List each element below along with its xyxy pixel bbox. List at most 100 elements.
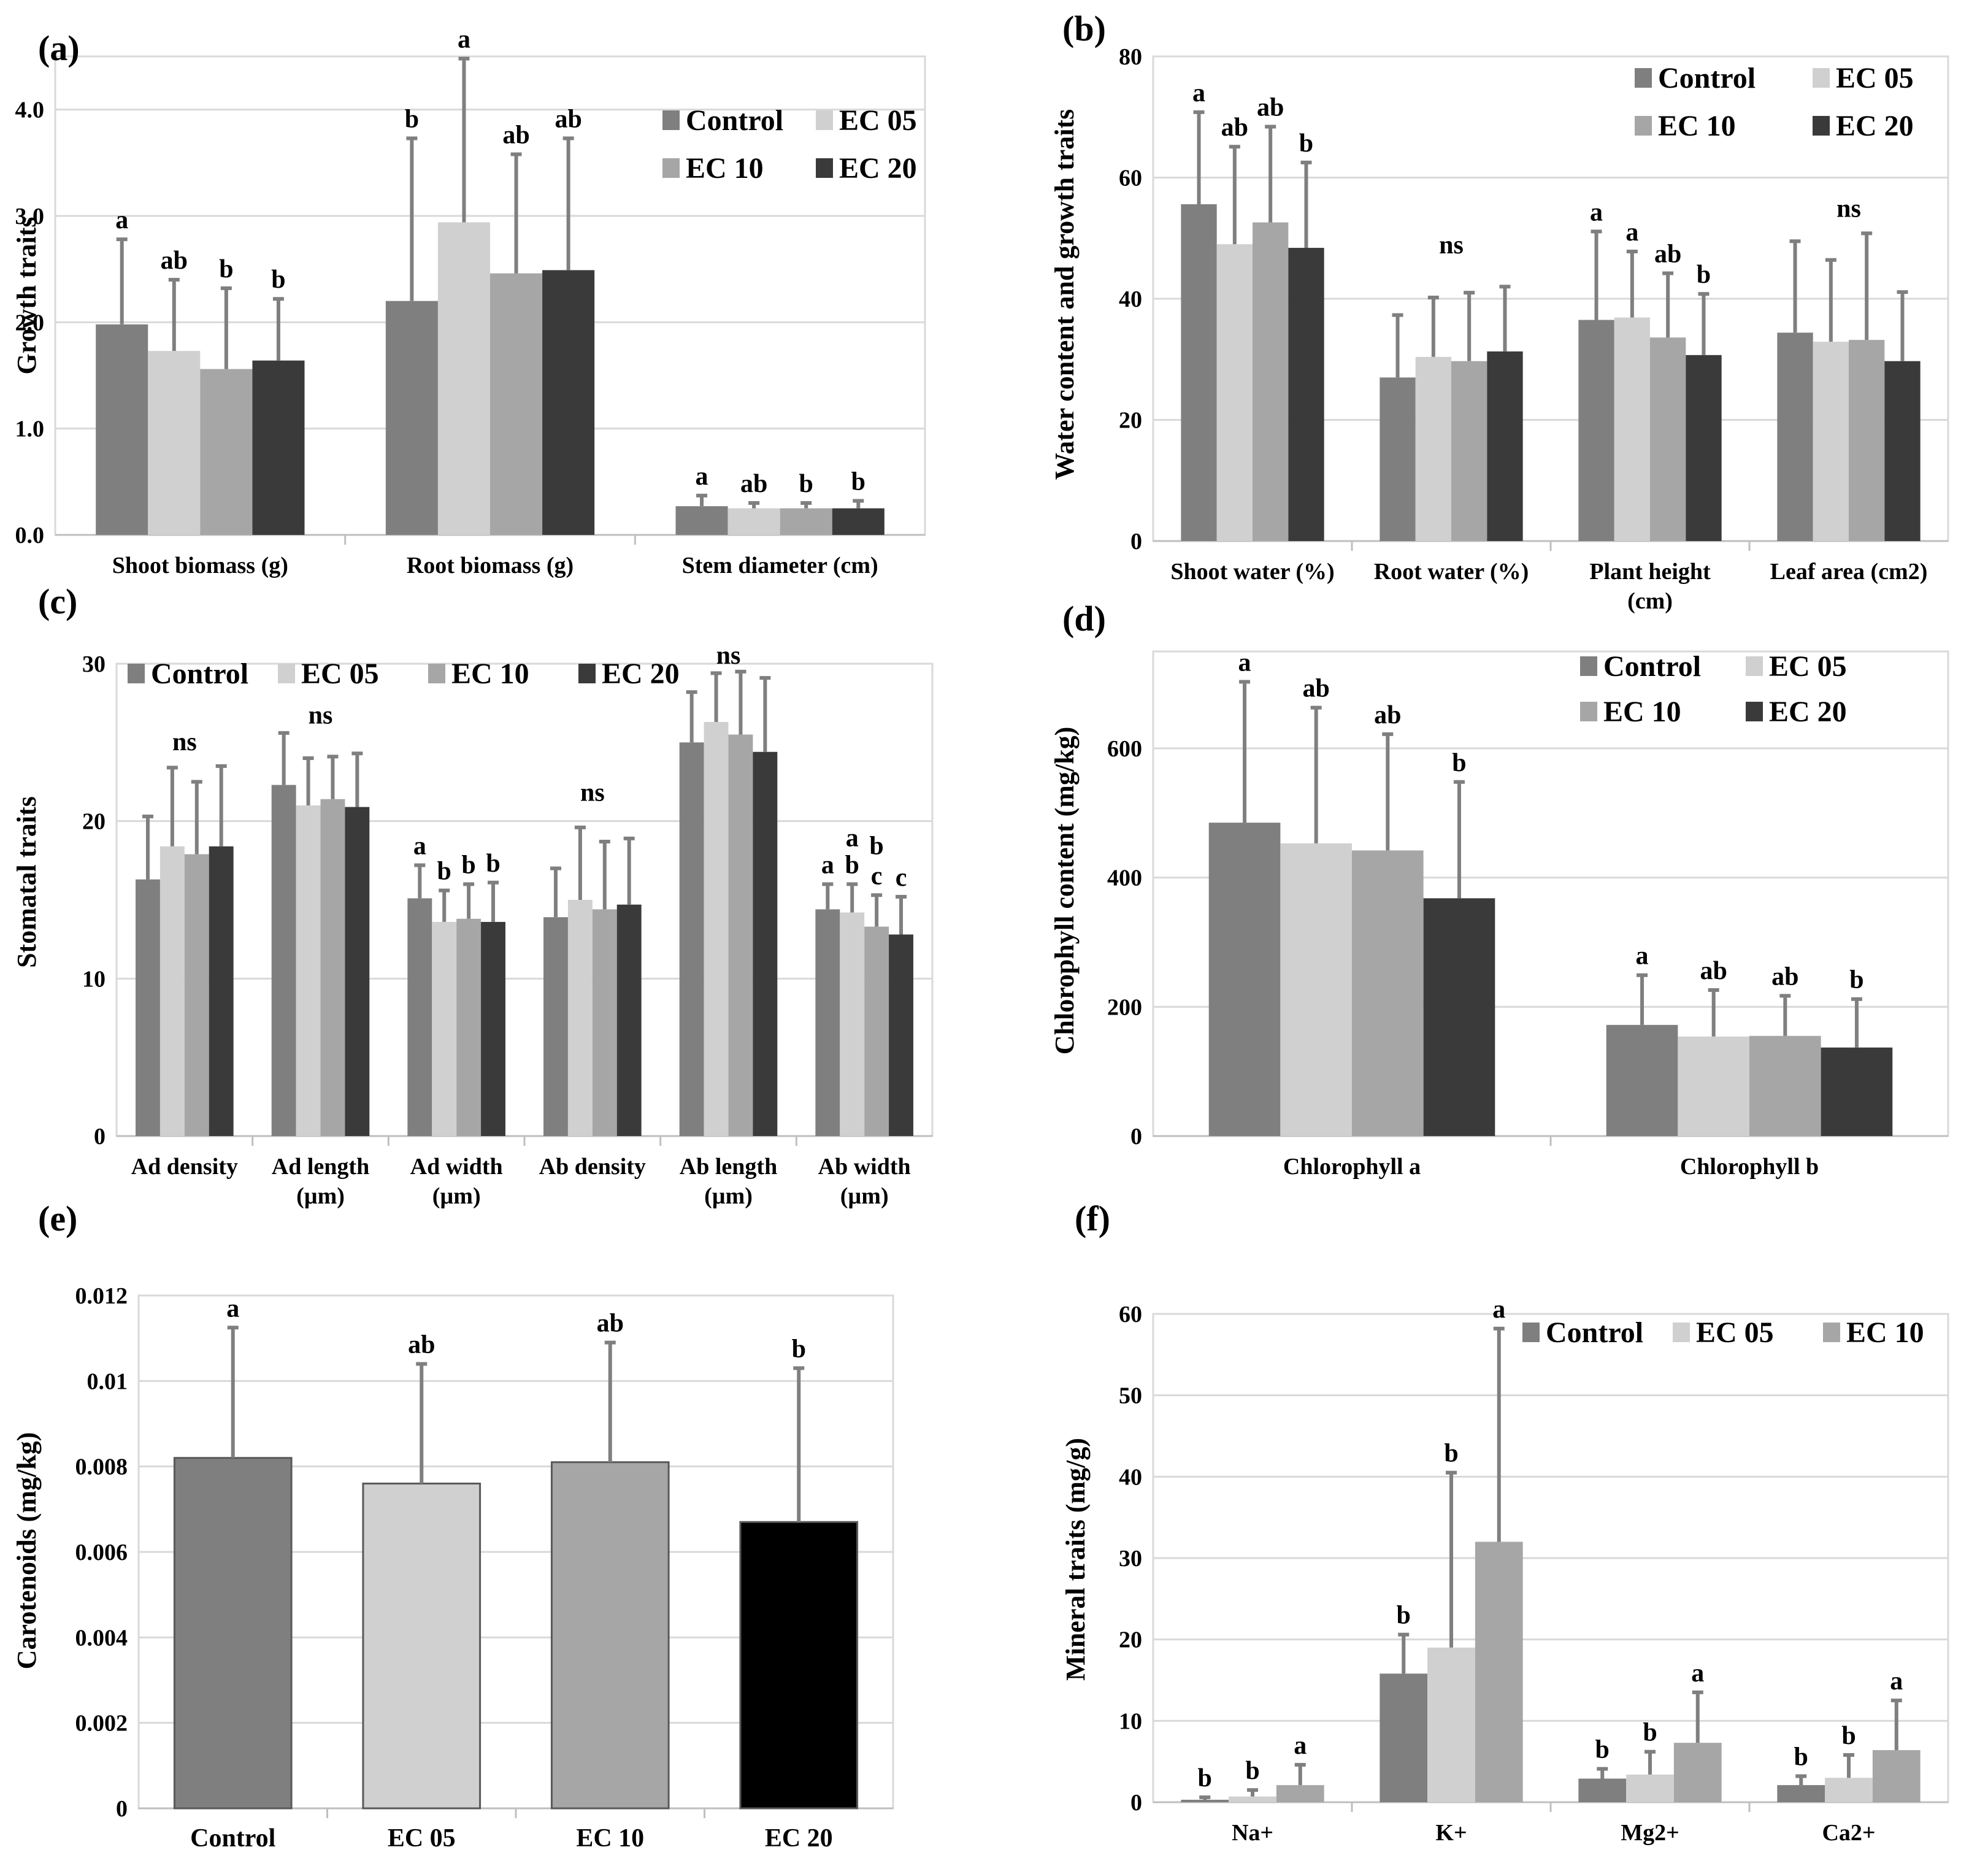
significance-letter: b bbox=[1643, 1719, 1657, 1747]
significance-letter: b bbox=[1595, 1736, 1610, 1764]
bar bbox=[184, 854, 209, 1136]
significance-letter: ab bbox=[555, 105, 581, 133]
significance-letter: ab bbox=[1654, 240, 1681, 269]
x-category-label: Ad density bbox=[131, 1154, 238, 1180]
bar bbox=[456, 918, 482, 1136]
bar bbox=[550, 1461, 670, 1810]
significance-letter: b bbox=[405, 105, 419, 133]
significance-letter: a bbox=[1238, 649, 1251, 677]
bar bbox=[616, 904, 642, 1136]
bar bbox=[1475, 1542, 1523, 1802]
x-category-label: (µm) bbox=[704, 1183, 753, 1209]
legend-swatch bbox=[1823, 1323, 1840, 1342]
y-tick-label: 40 bbox=[1119, 286, 1142, 312]
bar bbox=[200, 369, 253, 535]
legend-entry: EC 05 bbox=[1746, 650, 1847, 683]
y-tick-label: 0.008 bbox=[75, 1454, 128, 1480]
significance-letter: b bbox=[1198, 1764, 1212, 1792]
significance-letter: a bbox=[1590, 198, 1603, 226]
legend-swatch bbox=[1580, 702, 1597, 721]
plot-frame bbox=[115, 662, 934, 1137]
significance-letter: b bbox=[851, 468, 865, 496]
bar bbox=[780, 508, 832, 535]
x-category-label: Chlorophyll b bbox=[1680, 1154, 1819, 1180]
significance-letter: c bbox=[871, 862, 883, 890]
bar bbox=[1181, 204, 1217, 541]
legend-swatch bbox=[1746, 656, 1763, 676]
legend-swatch bbox=[578, 664, 596, 683]
significance-letter: b bbox=[1299, 129, 1313, 158]
bar bbox=[1427, 1647, 1475, 1802]
significance-letter: b bbox=[792, 1335, 806, 1363]
y-tick-label: 60 bbox=[1119, 1302, 1142, 1327]
bar bbox=[1423, 898, 1495, 1136]
legend-label: EC 10 bbox=[1603, 696, 1681, 728]
bar bbox=[490, 273, 543, 535]
significance-letter: b bbox=[799, 470, 813, 498]
significance-letter: b bbox=[1849, 966, 1863, 994]
significance-letter: a bbox=[1294, 1732, 1307, 1760]
legend-swatch bbox=[1635, 68, 1652, 88]
legend-swatch bbox=[662, 158, 680, 178]
significance-letter: c bbox=[896, 864, 907, 892]
legend-swatch bbox=[816, 158, 833, 178]
legend-entry: EC 10 bbox=[1823, 1316, 1924, 1349]
x-category-label: Ad length bbox=[272, 1154, 369, 1180]
legend-entry: EC 10 bbox=[428, 658, 529, 690]
y-tick-label: 400 bbox=[1107, 866, 1142, 891]
legend-label: EC 05 bbox=[1769, 650, 1847, 683]
legend-label: EC 20 bbox=[602, 658, 680, 690]
bar bbox=[437, 222, 490, 535]
group-significance-label: ns bbox=[716, 642, 741, 670]
bar bbox=[1181, 1800, 1229, 1802]
group-significance-label: ns bbox=[1439, 231, 1464, 259]
significance-letter: ab bbox=[1303, 675, 1330, 703]
x-category-label: EC 05 bbox=[388, 1824, 456, 1853]
bar bbox=[1415, 356, 1451, 541]
legend-entry: EC 10 bbox=[1580, 696, 1681, 728]
legend-swatch bbox=[1580, 656, 1597, 676]
x-category-label: Root biomass (g) bbox=[407, 553, 574, 578]
bar bbox=[1229, 1796, 1276, 1802]
bar bbox=[1686, 355, 1722, 541]
significance-letter: b bbox=[1697, 261, 1711, 289]
legend-swatch bbox=[1673, 1323, 1690, 1342]
y-tick-label: 0.004 bbox=[75, 1625, 128, 1651]
bar bbox=[1280, 843, 1352, 1136]
bar bbox=[1777, 332, 1813, 541]
bar bbox=[481, 921, 505, 1136]
significance-letter: ab bbox=[1700, 957, 1727, 985]
x-category-label: Ca2+ bbox=[1822, 1820, 1875, 1846]
legend-swatch bbox=[1813, 68, 1830, 88]
significance-letter: ab bbox=[502, 121, 529, 149]
x-category-label: Chlorophyll a bbox=[1283, 1154, 1421, 1180]
x-category-label: Ab density bbox=[539, 1154, 646, 1180]
x-category-label: (µm) bbox=[432, 1183, 481, 1209]
x-category-label: K+ bbox=[1435, 1820, 1467, 1846]
panel-label: (f) bbox=[1075, 1199, 1110, 1238]
significance-letter: a bbox=[115, 206, 128, 234]
bar bbox=[815, 909, 840, 1136]
legend-swatch bbox=[1635, 116, 1652, 136]
x-category-label: EC 20 bbox=[765, 1824, 833, 1853]
significance-letter: ab bbox=[1257, 94, 1284, 122]
y-tick-label: 600 bbox=[1107, 736, 1142, 762]
significance-letter: ab bbox=[740, 470, 767, 498]
group-significance-label: ns bbox=[172, 728, 197, 756]
bar bbox=[1208, 823, 1281, 1136]
x-category-label: Ab width bbox=[818, 1154, 911, 1180]
significance-letter: b bbox=[1245, 1757, 1259, 1785]
bar bbox=[1216, 244, 1253, 541]
significance-letter: a bbox=[458, 25, 470, 53]
y-tick-label: 0 bbox=[1130, 529, 1142, 555]
significance-letter: a bbox=[1492, 1296, 1505, 1324]
significance-letter: b bbox=[1452, 749, 1466, 777]
y-axis-label: Chlorophyll content (mg/kg) bbox=[1050, 727, 1080, 1055]
x-category-label: (µm) bbox=[840, 1183, 889, 1209]
significance-letter: b bbox=[869, 832, 883, 861]
panel-label: (d) bbox=[1062, 599, 1106, 639]
y-tick-label: 0 bbox=[1130, 1124, 1142, 1150]
bar bbox=[675, 506, 728, 535]
legend-entry: EC 20 bbox=[1746, 696, 1847, 728]
